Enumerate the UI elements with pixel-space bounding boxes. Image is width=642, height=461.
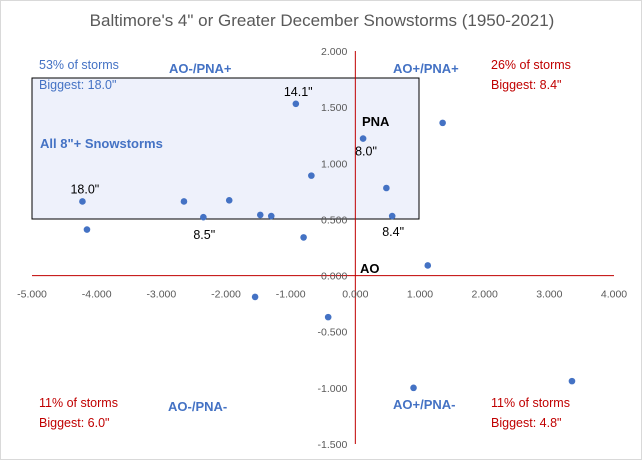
point-label: 8.0" [355, 145, 377, 159]
x-tick-label: 0.000 [342, 289, 368, 301]
data-point [200, 213, 207, 221]
y-tick-label: 2.000 [321, 46, 347, 58]
quadrant-biggest-top-left: Biggest: 18.0" [39, 78, 116, 92]
data-point [439, 119, 446, 127]
quadrant-share-bottom-right: 11% of storms [491, 396, 570, 410]
data-point [267, 212, 275, 220]
quadrant-biggest-top-right: Biggest: 8.4" [491, 78, 561, 92]
data-point [568, 377, 576, 385]
quadrant-share-top-right: 26% of storms [491, 58, 571, 72]
x-tick-label: 1.000 [407, 289, 433, 301]
highlight-box-label: All 8"+ Snowstorms [40, 136, 163, 151]
quadrant-name-top-left: AO-/PNA+ [169, 61, 232, 76]
quadrant-share-bottom-left: 11% of storms [39, 396, 118, 410]
data-point [251, 293, 259, 301]
point-label: 14.1" [284, 85, 313, 99]
x-tick-label: -2.000 [211, 289, 241, 301]
x-axis-label: AO [360, 261, 380, 276]
y-tick-label: -0.500 [318, 327, 348, 339]
data-point [388, 212, 396, 220]
y-tick-label: 0.000 [321, 271, 347, 283]
point-label: 18.0" [70, 182, 99, 196]
chart-title: Baltimore's 4" or Greater December Snows… [90, 11, 555, 30]
data-point [300, 234, 307, 241]
data-point [83, 226, 91, 233]
point-labels: 18.0" 8.5" 14.1" 8.0" 8.4" [70, 85, 404, 242]
quadrant-name-bottom-right: AO+/PNA- [393, 397, 455, 412]
x-tick-label: 2.000 [472, 289, 498, 301]
quadrant-share-top-left: 53% of storms [39, 58, 119, 72]
data-point [359, 135, 367, 142]
point-label: 8.5" [193, 228, 215, 242]
quadrant-name-top-right: AO+/PNA+ [393, 61, 459, 76]
data-point [256, 211, 264, 219]
data-point [324, 313, 332, 321]
point-label: 8.4" [382, 225, 404, 239]
x-tick-label: -3.000 [146, 289, 176, 301]
data-point [79, 198, 86, 205]
data-point [424, 262, 432, 269]
data-point [308, 172, 315, 179]
data-point [383, 184, 390, 192]
x-tick-label: 3.000 [536, 289, 562, 301]
data-point [180, 198, 188, 205]
y-tick-label: -1.500 [318, 439, 348, 451]
x-tick-label: -1.000 [276, 289, 306, 301]
data-point [410, 384, 417, 392]
quadrant-biggest-bottom-right: Biggest: 4.8" [491, 416, 561, 430]
highlight-box [31, 77, 420, 220]
y-tick-label: 1.500 [321, 102, 347, 114]
x-tick-label: -5.000 [17, 289, 47, 301]
y-axis-label: PNA [362, 114, 390, 129]
y-tick-label: 1.000 [321, 158, 347, 170]
quadrant-biggest-bottom-left: Biggest: 6.0" [39, 416, 109, 430]
x-tick-label: 4.000 [601, 289, 627, 301]
x-tick-labels: -5.000 -4.000 -3.000 -2.000 -1.000 0.000 1.000… [17, 289, 627, 301]
y-tick-label: 0.500 [321, 214, 347, 226]
y-tick-label: -1.000 [318, 383, 348, 395]
quadrant-name-bottom-left: AO-/PNA- [168, 399, 227, 414]
data-points [79, 100, 576, 392]
data-point [225, 197, 233, 204]
x-tick-label: -4.000 [82, 289, 112, 301]
data-point [292, 100, 300, 108]
y-tick-labels: 2.000 1.500 1.000 0.500 0.000 -0.500 -1.000 -1.… [318, 46, 348, 451]
